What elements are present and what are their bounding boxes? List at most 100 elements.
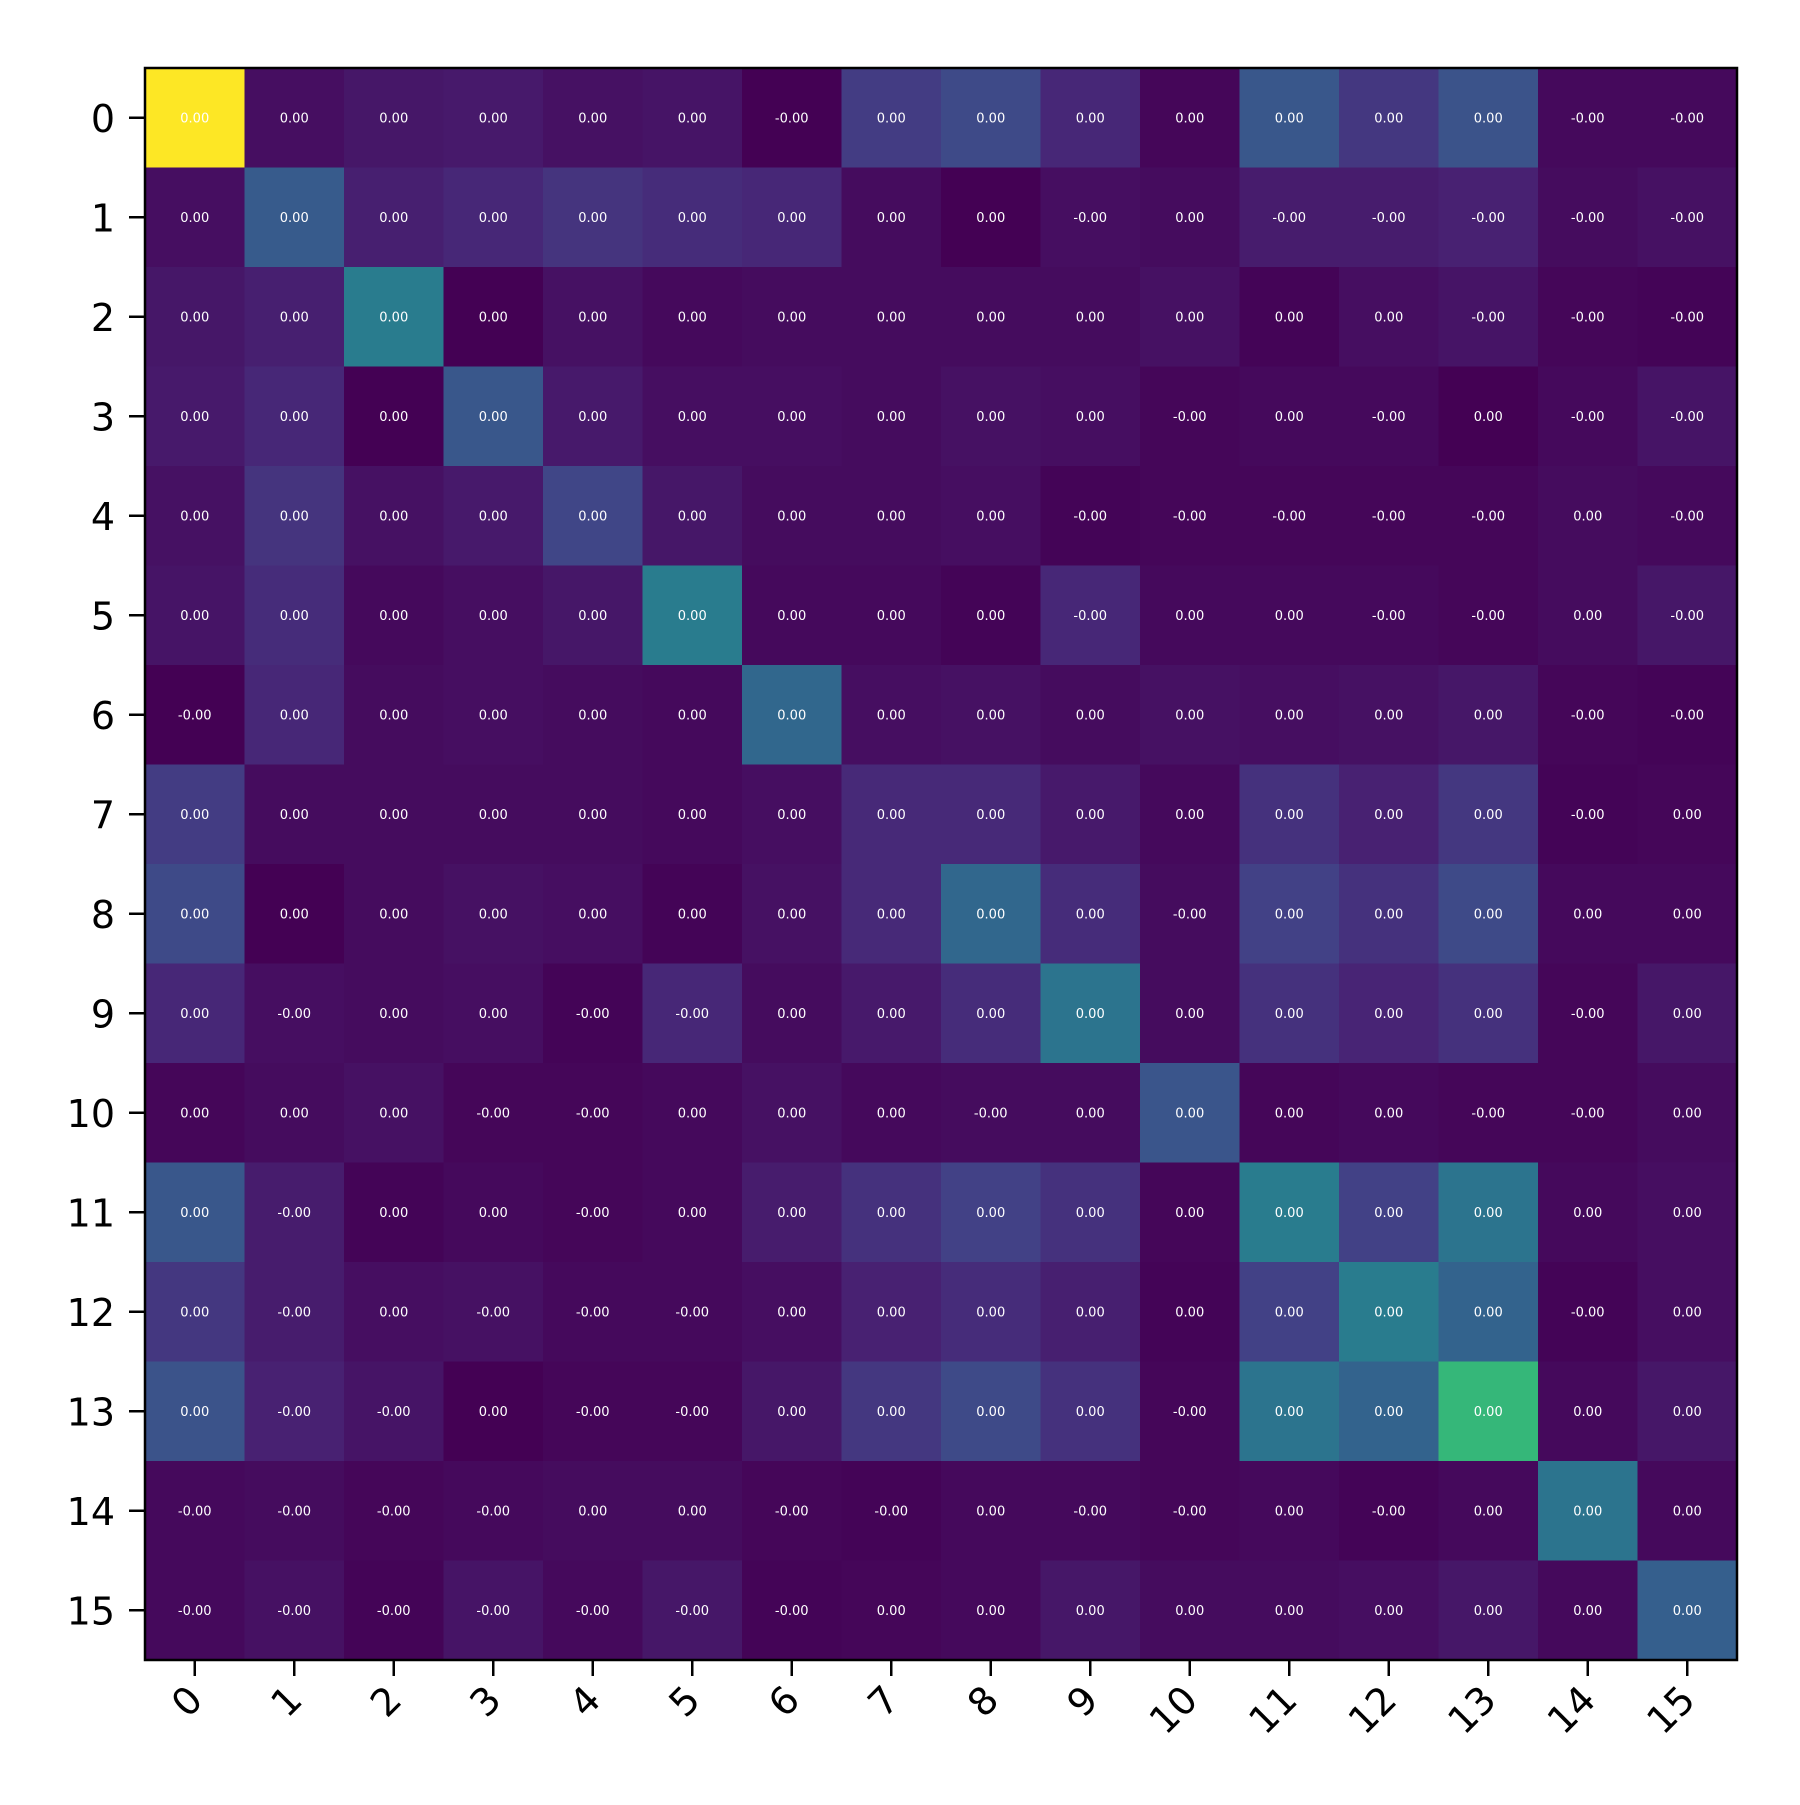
cell-value-label: -0.00 <box>1173 907 1207 922</box>
cell-value-label: 0.00 <box>976 1604 1005 1619</box>
cell-value-label: -0.00 <box>1272 509 1306 524</box>
cell-value-label: 0.00 <box>1673 1106 1702 1121</box>
heatmap-cell <box>841 1162 942 1263</box>
cell-value-label: 0.00 <box>678 310 707 325</box>
heatmap-cell <box>145 366 246 467</box>
cell-value-label: 0.00 <box>777 708 806 723</box>
heatmap-cell <box>642 167 743 268</box>
cell-value-label: 0.00 <box>1175 1007 1204 1022</box>
heatmap-cell <box>742 267 843 368</box>
heatmap-cell <box>1040 1361 1141 1462</box>
y-tick-label: 5 <box>91 594 115 638</box>
cell-value-label: 0.00 <box>1474 907 1503 922</box>
cell-value-label: -0.00 <box>974 1106 1008 1121</box>
cell-value-label: 0.00 <box>976 410 1005 425</box>
cell-value-label: -0.00 <box>178 708 212 723</box>
heatmap-cell <box>1140 1361 1241 1462</box>
cell-value-label: -0.00 <box>874 1504 908 1519</box>
cell-value-label: 0.00 <box>578 310 607 325</box>
heatmap-cell <box>1438 565 1539 666</box>
cell-value-label: 0.00 <box>1374 1206 1403 1221</box>
y-tick-label: 3 <box>91 395 115 439</box>
cell-value-label: -0.00 <box>576 1206 610 1221</box>
heatmap-cell <box>1140 167 1241 268</box>
heatmap-cell <box>244 1560 345 1661</box>
cell-value-label: -0.00 <box>1173 1405 1207 1420</box>
heatmap-cell <box>443 267 544 368</box>
cell-value-label: 0.00 <box>280 310 309 325</box>
cell-value-label: 0.00 <box>877 111 906 126</box>
heatmap-cell <box>543 1262 644 1363</box>
cell-value-label: -0.00 <box>1173 1504 1207 1519</box>
heatmap-cell <box>1140 1063 1241 1164</box>
cell-value-label: 0.00 <box>976 708 1005 723</box>
heatmap-cell <box>1438 167 1539 268</box>
heatmap-cell <box>1339 1162 1440 1263</box>
heatmap-cell <box>1040 864 1141 965</box>
heatmap-cell <box>1538 1560 1639 1661</box>
cell-value-label: 0.00 <box>877 1106 906 1121</box>
y-tick-label: 2 <box>91 296 115 340</box>
cell-value-label: 0.00 <box>1374 907 1403 922</box>
heatmap-cell <box>1040 565 1141 666</box>
heatmap-cell <box>543 1560 644 1661</box>
cell-value-label: 0.00 <box>180 1106 209 1121</box>
cell-value-label: 0.00 <box>1573 1405 1602 1420</box>
heatmap-cell <box>145 864 246 965</box>
heatmap-cell <box>742 565 843 666</box>
heatmap-cell <box>344 864 445 965</box>
cell-value-label: -0.00 <box>1372 509 1406 524</box>
heatmap-cell <box>543 565 644 666</box>
cell-value-label: 0.00 <box>1076 1604 1105 1619</box>
cell-value-label: 0.00 <box>1275 1007 1304 1022</box>
cell-value-label: 0.00 <box>379 708 408 723</box>
heatmap-cell <box>1637 963 1738 1064</box>
y-tick-label: 6 <box>91 694 115 738</box>
heatmap-cell <box>742 167 843 268</box>
cell-value-label: 0.00 <box>379 1106 408 1121</box>
heatmap-cell <box>642 963 743 1064</box>
cell-value-label: 0.00 <box>678 509 707 524</box>
heatmap-cell <box>1239 665 1340 766</box>
cell-value-label: -0.00 <box>1571 410 1605 425</box>
cell-value-label: -0.00 <box>675 1305 709 1320</box>
cell-value-label: 0.00 <box>1275 1604 1304 1619</box>
cell-value-label: 0.00 <box>1076 907 1105 922</box>
heatmap-cell <box>1239 167 1340 268</box>
heatmap-cell <box>244 1461 345 1562</box>
heatmap-cell <box>1538 1262 1639 1363</box>
heatmap-cell <box>1438 366 1539 467</box>
cell-value-label: -0.00 <box>1571 1007 1605 1022</box>
heatmap-cell <box>642 665 743 766</box>
heatmap-cell <box>1339 68 1440 169</box>
cell-value-label: 0.00 <box>678 808 707 823</box>
heatmap-cell <box>145 1361 246 1462</box>
cell-value-label: 0.00 <box>1573 1604 1602 1619</box>
cell-value-label: 0.00 <box>777 310 806 325</box>
cell-value-label: 0.00 <box>1474 808 1503 823</box>
heatmap-cell <box>642 466 743 567</box>
cell-value-label: 0.00 <box>1474 410 1503 425</box>
heatmap-cell <box>1140 1162 1241 1263</box>
cell-value-label: 0.00 <box>1275 609 1304 624</box>
cell-value-label: 0.00 <box>1673 1206 1702 1221</box>
cell-value-label: -0.00 <box>576 1604 610 1619</box>
cell-value-label: 0.00 <box>1474 1405 1503 1420</box>
heatmap-cell <box>1637 565 1738 666</box>
heatmap-cell <box>841 1361 942 1462</box>
cell-value-label: -0.00 <box>1571 1305 1605 1320</box>
cell-value-label: -0.00 <box>1670 410 1704 425</box>
cell-value-label: -0.00 <box>1471 509 1505 524</box>
heatmap-cell <box>344 764 445 865</box>
heatmap-cell <box>642 1461 743 1562</box>
cell-value-label: 0.00 <box>777 907 806 922</box>
y-tick-label: 0 <box>91 97 115 141</box>
heatmap-cell <box>244 1262 345 1363</box>
cell-value-label: -0.00 <box>1173 509 1207 524</box>
cell-value-label: -0.00 <box>675 1405 709 1420</box>
cell-value-label: 0.00 <box>1175 1106 1204 1121</box>
cell-value-label: 0.00 <box>180 211 209 226</box>
heatmap-cell <box>1239 1162 1340 1263</box>
cell-value-label: -0.00 <box>1571 808 1605 823</box>
heatmap-cell <box>841 565 942 666</box>
